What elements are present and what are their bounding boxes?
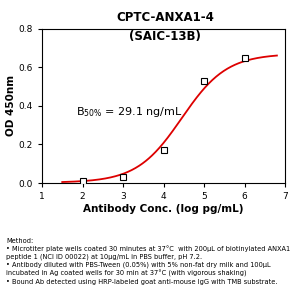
Text: CPTC-ANXA1-4: CPTC-ANXA1-4 xyxy=(116,11,214,24)
Text: (SAIC-13B): (SAIC-13B) xyxy=(129,30,201,43)
Y-axis label: OD 450nm: OD 450nm xyxy=(6,75,16,136)
Text: B$_{50\%}$ = 29.1 ng/mL: B$_{50\%}$ = 29.1 ng/mL xyxy=(76,105,183,119)
Text: Method:
• Microtiter plate wells coated 30 minutes at 37°C  with 200μL of biotin: Method: • Microtiter plate wells coated … xyxy=(6,238,290,285)
X-axis label: Antibody Conc. (log pg/mL): Antibody Conc. (log pg/mL) xyxy=(83,204,244,214)
